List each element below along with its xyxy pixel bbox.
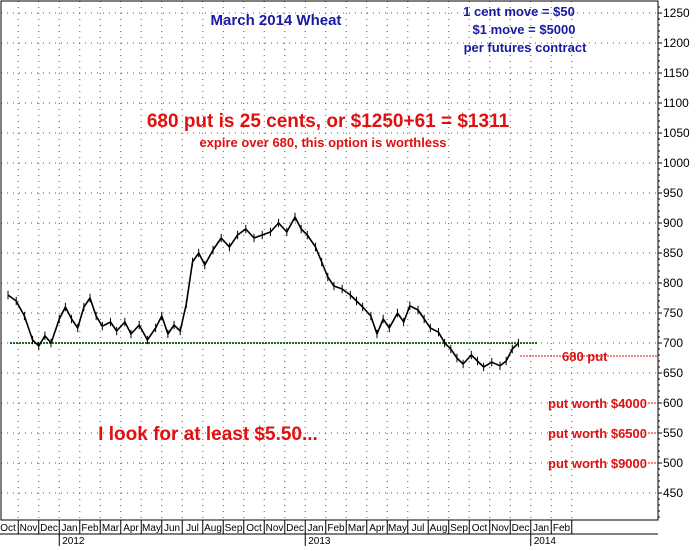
y-tick-label: 500 bbox=[663, 456, 683, 470]
contract-note-line-2: $1 move = $5000 bbox=[473, 22, 576, 37]
x-tick-label: Nov bbox=[266, 523, 284, 534]
x-tick-label: Jul bbox=[186, 523, 199, 534]
y-tick-label: 650 bbox=[663, 366, 683, 380]
y-tick-label: 750 bbox=[663, 306, 683, 320]
x-tick-label: Dec bbox=[512, 523, 530, 534]
y-tick-label: 1050 bbox=[663, 126, 690, 140]
x-tick-label: Nov bbox=[20, 523, 38, 534]
x-tick-label: Jun bbox=[164, 523, 180, 534]
contract-note-line-3: per futures contract bbox=[464, 40, 587, 55]
x-tick-label: May bbox=[388, 523, 407, 534]
x-tick-label: Nov bbox=[491, 523, 509, 534]
y-tick-label: 1200 bbox=[663, 36, 690, 50]
y-tick-label: 450 bbox=[663, 486, 683, 500]
x-tick-label: Feb bbox=[327, 523, 345, 534]
x-tick-label: Sep bbox=[225, 523, 243, 534]
y-tick-label: 600 bbox=[663, 396, 683, 410]
y-tick-label: 800 bbox=[663, 276, 683, 290]
x-tick-label: Jan bbox=[61, 523, 77, 534]
x-tick-label: Jul bbox=[412, 523, 425, 534]
y-tick-label: 700 bbox=[663, 336, 683, 350]
y-tick-label: 1000 bbox=[663, 156, 690, 170]
year-label: 2012 bbox=[62, 536, 85, 546]
x-tick-label: Aug bbox=[204, 523, 222, 534]
contract-note-line-1: 1 cent move = $50 bbox=[463, 4, 575, 19]
x-tick-label: Oct bbox=[472, 523, 488, 534]
y-tick-label: 1100 bbox=[663, 96, 689, 110]
x-tick-label: Jan bbox=[307, 523, 323, 534]
y-tick-label: 950 bbox=[663, 186, 683, 200]
x-tick-label: Feb bbox=[81, 523, 99, 534]
x-tick-label: Oct bbox=[0, 523, 16, 534]
x-tick-label: Aug bbox=[430, 523, 448, 534]
x-tick-label: Mar bbox=[348, 523, 366, 534]
subline-annotation: expire over 680, this option is worthles… bbox=[199, 135, 446, 150]
put-worth-label: put worth $4000 bbox=[548, 396, 647, 411]
x-tick-label: Apr bbox=[369, 523, 385, 534]
y-tick-label: 900 bbox=[663, 216, 683, 230]
year-label: 2013 bbox=[308, 536, 331, 546]
y-tick-label: 550 bbox=[663, 426, 683, 440]
put-worth-labels: put worth $4000 put worth $6500 put worth … bbox=[548, 396, 658, 471]
price-series-line bbox=[7, 216, 520, 368]
target-annotation: I look for at least $5.50... bbox=[98, 424, 318, 445]
headline-annotation: 680 put is 25 cents, or $1250+61 = $1311 bbox=[147, 111, 510, 132]
x-tick-label: Sep bbox=[450, 523, 468, 534]
x-tick-label: Apr bbox=[123, 523, 139, 534]
y-tick-label: 850 bbox=[663, 246, 683, 260]
x-tick-label: Oct bbox=[246, 523, 262, 534]
grid bbox=[1, 1, 658, 520]
x-axis: Oct Nov Dec Jan Feb Mar Apr May Jun Jul Aug Sep Oct N… bbox=[0, 520, 658, 547]
x-tick-label: Dec bbox=[286, 523, 304, 534]
x-tick-label: May bbox=[142, 523, 161, 534]
x-tick-label: Mar bbox=[102, 523, 120, 534]
put-worth-label: put worth $9000 bbox=[548, 456, 647, 471]
x-tick-label: Feb bbox=[553, 523, 571, 534]
x-tick-label: Jan bbox=[533, 523, 549, 534]
chart-title: March 2014 Wheat bbox=[211, 12, 342, 29]
x-tick-label: Dec bbox=[40, 523, 58, 534]
put-worth-label: put worth $6500 bbox=[548, 426, 647, 441]
price-series-group bbox=[7, 212, 520, 372]
y-tick-label: 1250 bbox=[663, 6, 690, 20]
y-tick-label: 1150 bbox=[663, 66, 689, 80]
plot-frame bbox=[0, 0, 659, 521]
y-axis: 450 500 550 600 650 700 750 800 850 900 950 1000 105… bbox=[658, 6, 690, 518]
put-label: 680 put bbox=[562, 349, 608, 364]
year-label: 2014 bbox=[534, 536, 557, 546]
